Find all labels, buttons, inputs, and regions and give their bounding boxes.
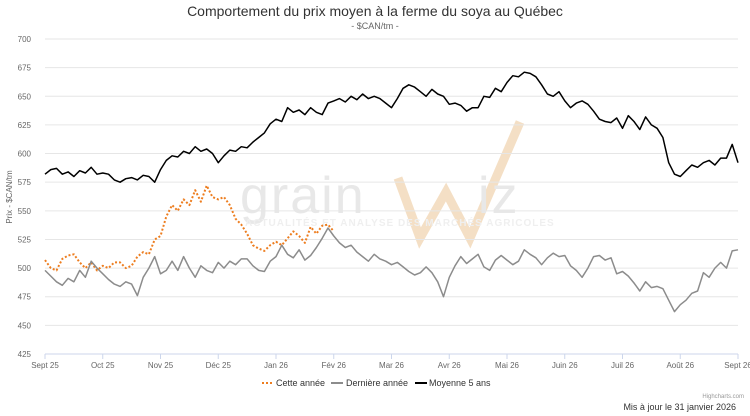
y-tick-label: 450 bbox=[18, 321, 32, 330]
x-tick-label: Sept 26 bbox=[724, 361, 750, 370]
grainwiz-watermark: grain iz ACTUALITÉS ET ANALYSE DES MARCH… bbox=[240, 120, 555, 249]
series-line-last-year bbox=[44, 227, 739, 313]
x-tick-label: Août 26 bbox=[666, 361, 694, 370]
x-tick-label: Fév 26 bbox=[322, 361, 347, 370]
watermark-tagline: ACTUALITÉS ET ANALYSE DES MARCHÉS AGRICO… bbox=[245, 216, 555, 229]
x-tick-label: Nov 25 bbox=[148, 361, 174, 370]
x-tick-label: Déc 25 bbox=[206, 361, 232, 370]
y-tick-label: 425 bbox=[18, 350, 32, 359]
series-line-this-year bbox=[44, 184, 335, 272]
watermark-text-left: grain bbox=[240, 167, 366, 225]
y-tick-label: 700 bbox=[18, 35, 32, 44]
x-tick-label: Sept 25 bbox=[31, 361, 59, 370]
series-group bbox=[44, 71, 739, 313]
watermark-text-right: iz bbox=[478, 167, 520, 225]
y-tick-label: 575 bbox=[18, 178, 32, 187]
y-axis-ticks: 425 450 475 500 525 550 575 600 625 650 675 700 bbox=[18, 35, 32, 359]
y-tick-label: 625 bbox=[18, 121, 32, 130]
y-tick-label: 600 bbox=[18, 150, 32, 159]
y-tick-label: 475 bbox=[18, 293, 32, 302]
x-tick-label: Mai 26 bbox=[495, 361, 520, 370]
x-axis: Sept 25 Oct 25 Nov 25 Déc 25 Jan 26 Fév 26 Mar… bbox=[31, 353, 750, 370]
watermark-w-mark bbox=[393, 120, 525, 249]
legend-label-last-year: Dernière année bbox=[346, 378, 408, 388]
x-tick-label: Juin 26 bbox=[552, 361, 578, 370]
legend-item-five-year-avg[interactable]: Moyenne 5 ans bbox=[415, 378, 491, 388]
x-tick-label: Jan 26 bbox=[264, 361, 289, 370]
legend-item-this-year[interactable]: Cette année bbox=[262, 378, 325, 388]
y-axis-title: Prix - $CAN/tm bbox=[5, 170, 14, 224]
series-line-five-year-avg bbox=[44, 71, 739, 183]
last-updated-text: Mis à jour le 31 janvier 2026 bbox=[623, 402, 736, 412]
legend-label-this-year: Cette année bbox=[276, 378, 325, 388]
chart-subtitle: - $CAN/tm - bbox=[351, 21, 399, 31]
y-tick-label: 525 bbox=[18, 235, 32, 244]
y-tick-label: 550 bbox=[18, 207, 32, 216]
legend: Cette année Dernière année Moyenne 5 ans bbox=[262, 378, 491, 388]
x-tick-label: Juil 26 bbox=[611, 361, 635, 370]
legend-label-five-year-avg: Moyenne 5 ans bbox=[429, 378, 491, 388]
chart-title: Comportement du prix moyen à la ferme du… bbox=[187, 3, 563, 19]
y-tick-label: 650 bbox=[18, 92, 32, 101]
y-tick-label: 675 bbox=[18, 64, 32, 73]
y-tick-label: 500 bbox=[18, 264, 32, 273]
credits-link[interactable]: Highcharts.com bbox=[702, 394, 744, 400]
legend-item-last-year[interactable]: Dernière année bbox=[331, 378, 408, 388]
x-tick-label: Oct 25 bbox=[91, 361, 115, 370]
x-tick-label: Avr 26 bbox=[438, 361, 462, 370]
x-tick-label: Mar 26 bbox=[379, 361, 404, 370]
gridlines bbox=[45, 38, 738, 355]
